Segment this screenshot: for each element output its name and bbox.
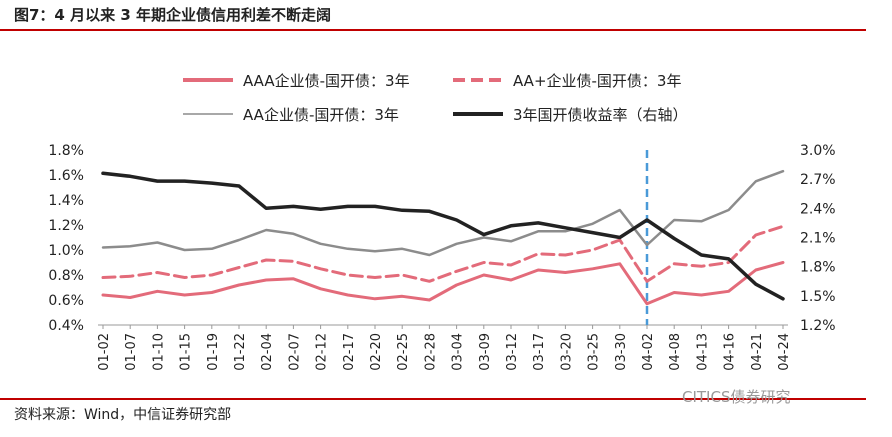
x-tick-label: 04-21 [750, 333, 765, 371]
source-note: 资料来源：Wind，中信证券研究部 [14, 407, 232, 423]
legend-label-3: 3年国开债收益率（右轴） [513, 106, 688, 124]
y-right-tick-label: 1.2% [800, 318, 836, 334]
y-left-tick-label: 0.8% [48, 268, 84, 284]
y-left-tick-label: 1.6% [48, 168, 84, 184]
y-left-tick-label: 1.4% [48, 193, 84, 209]
x-tick-label: 02-04 [260, 333, 275, 371]
source-divider [0, 398, 866, 400]
x-tick-label: 01-19 [206, 333, 221, 371]
chart-title: 图7：4 月以来 3 年期企业债信用利差不断走阔 [14, 6, 331, 24]
watermark-text: CITICS债券研究 [682, 388, 791, 406]
legend-label-1: AA+企业债-国开债：3年 [513, 72, 681, 90]
x-tick-label: 04-08 [668, 333, 683, 371]
y-left-tick-label: 0.4% [48, 318, 84, 334]
y-right-tick-label: 1.8% [800, 260, 836, 276]
y-right-tick-label: 2.4% [800, 201, 836, 217]
y-right-tick-label: 2.1% [800, 231, 836, 247]
x-tick-label: 01-15 [179, 333, 194, 371]
y-right-tick-label: 1.5% [800, 289, 836, 305]
x-tick-label: 03-04 [451, 333, 466, 371]
y-left-tick-label: 1.2% [48, 218, 84, 234]
x-tick-label: 01-02 [97, 333, 112, 371]
x-tick-label: 04-13 [695, 333, 710, 371]
series-line-3 [101, 171, 785, 301]
x-tick-label: 03-12 [505, 333, 520, 371]
x-tick-label: 03-09 [478, 333, 493, 371]
series-line-0 [101, 261, 785, 306]
x-tick-label: 03-20 [559, 333, 574, 371]
x-tick-label: 01-10 [151, 333, 166, 371]
series-line-2 [101, 169, 785, 257]
y-left-tick-label: 0.6% [48, 293, 84, 309]
x-tick-label: 02-28 [423, 333, 438, 371]
y-right-tick-label: 2.7% [800, 172, 836, 188]
x-tick-label: 02-07 [287, 333, 302, 371]
x-tick-label: 02-12 [315, 333, 330, 371]
legend-label-0: AAA企业债-国开债：3年 [243, 72, 410, 90]
x-tick-label: 01-07 [124, 333, 139, 371]
y-left-tick-label: 1.0% [48, 243, 84, 259]
title-divider [0, 29, 866, 31]
x-tick-label: 01-22 [233, 333, 248, 371]
x-tick-label: 03-17 [532, 333, 547, 371]
series-lines [101, 169, 785, 306]
x-tick-label: 03-25 [587, 333, 602, 371]
chart-axes: 0.4% 0.6% 0.8% 1.0% 1.2% 1.4% 1.6% 1.8% 1.2% 1.5%… [48, 143, 835, 371]
y-right-tick-label: 3.0% [800, 143, 836, 159]
y-left-tick-label: 1.8% [48, 143, 84, 159]
x-tick-label: 02-25 [396, 333, 411, 371]
x-tick-label: 04-16 [723, 333, 738, 371]
x-tick-label: 02-20 [369, 333, 384, 371]
x-tick-label: 02-17 [342, 333, 357, 371]
x-tick-label: 03-30 [614, 333, 629, 371]
legend-label-2: AA企业债-国开债：3年 [243, 106, 399, 124]
x-tick-label: 04-02 [641, 333, 656, 371]
x-tick-label: 04-24 [777, 333, 792, 371]
legend: AAA企业债-国开债：3年 AA+企业债-国开债：3年 AA企业债-国开债：3年 3年… [183, 72, 688, 124]
series-line-1 [101, 224, 785, 283]
